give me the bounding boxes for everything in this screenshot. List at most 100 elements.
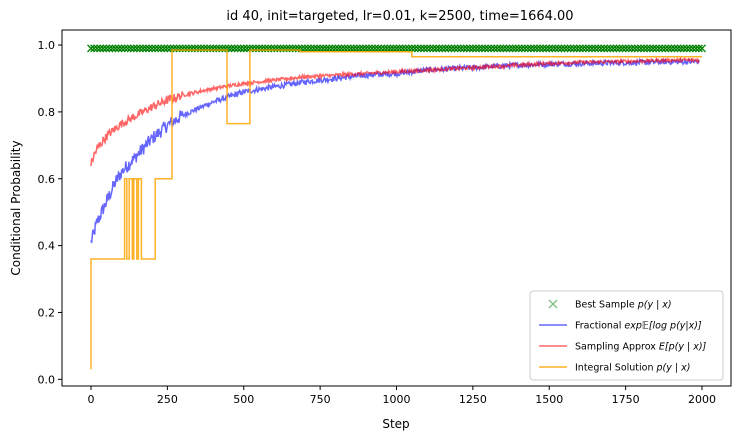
best-sample-marker <box>126 44 135 53</box>
best-sample-marker <box>456 44 465 53</box>
best-sample-marker <box>569 44 578 53</box>
best-sample-marker <box>398 44 407 53</box>
x-tick-label: 1500 <box>535 393 563 406</box>
best-sample-marker <box>612 44 621 53</box>
best-sample-marker <box>413 44 422 53</box>
best-sample-marker <box>618 44 627 53</box>
best-sample-marker <box>615 44 624 53</box>
best-sample-marker <box>481 44 490 53</box>
best-sample-marker <box>386 44 395 53</box>
axes: 0 250 500 750 1000 1250 1500 1750 2000 0.0 0.2 0.4 0… <box>38 39 716 406</box>
best-sample-marker <box>646 44 655 53</box>
best-sample-marker <box>462 44 471 53</box>
best-sample-marker <box>572 44 581 53</box>
best-sample-marker <box>160 44 169 53</box>
series-integral-solution-line <box>90 49 702 370</box>
best-sample-marker <box>383 44 392 53</box>
y-axis-label: Conditional Probability <box>9 140 23 275</box>
best-sample-marker <box>96 44 105 53</box>
best-sample-marker <box>102 44 111 53</box>
best-sample-marker <box>517 44 526 53</box>
best-sample-marker <box>548 44 557 53</box>
y-tick-label: 0.0 <box>38 373 56 386</box>
legend-label: Fractional exp𝔼[log p(y|x)] <box>575 321 702 332</box>
best-sample-marker <box>90 44 99 53</box>
best-sample-marker <box>145 44 154 53</box>
x-tick-label: 1750 <box>612 393 640 406</box>
best-sample-marker <box>685 44 694 53</box>
best-sample-marker <box>148 44 157 53</box>
best-sample-marker <box>633 44 642 53</box>
y-tick-label: 0.4 <box>38 240 56 253</box>
best-sample-marker <box>600 44 609 53</box>
best-sample-marker <box>331 44 340 53</box>
best-sample-marker <box>566 44 575 53</box>
best-sample-marker <box>475 44 483 53</box>
best-sample-marker <box>673 44 682 53</box>
y-tick-label: 0.6 <box>38 173 56 186</box>
best-sample-marker <box>374 44 383 53</box>
best-sample-marker <box>661 44 670 53</box>
best-sample-marker <box>355 44 364 53</box>
best-sample-marker <box>557 44 566 53</box>
best-sample-marker <box>526 44 535 53</box>
best-sample-marker <box>502 44 511 53</box>
best-sample-marker <box>380 44 389 53</box>
legend-box <box>529 290 724 381</box>
best-sample-marker <box>114 44 123 53</box>
best-sample-marker <box>624 44 633 53</box>
best-sample-marker <box>520 44 529 53</box>
best-sample-marker <box>545 44 554 53</box>
y-tick-label: 0.2 <box>38 306 56 319</box>
best-sample-marker <box>108 44 117 53</box>
best-sample-marker <box>664 44 673 53</box>
best-sample-marker <box>105 44 114 53</box>
best-sample-marker <box>316 44 325 53</box>
x-axis-label: Step <box>382 417 409 431</box>
x-tick-label: 250 <box>157 393 178 406</box>
best-sample-marker <box>639 44 648 53</box>
best-sample-marker <box>505 44 514 53</box>
best-sample-marker <box>395 44 404 53</box>
best-sample-marker <box>490 44 499 53</box>
best-sample-marker <box>343 44 352 53</box>
best-sample-marker <box>563 44 572 53</box>
x-tick-label: 0 <box>88 393 95 406</box>
best-sample-marker <box>536 44 545 53</box>
best-sample-marker <box>691 44 700 53</box>
best-sample-marker <box>682 44 691 53</box>
best-sample-marker <box>533 44 541 53</box>
legend-label: Sampling Approx E[p(y | x)] <box>575 342 707 353</box>
best-sample-marker <box>142 44 150 53</box>
best-sample-marker <box>322 44 331 53</box>
best-sample-marker <box>416 44 425 53</box>
best-sample-marker <box>227 44 236 53</box>
best-sample-marker <box>334 44 343 53</box>
best-sample-marker <box>676 44 685 53</box>
best-sample-marker <box>111 44 120 53</box>
best-sample-marker <box>99 44 108 53</box>
x-tick-label: 2000 <box>688 393 716 406</box>
best-sample-marker <box>129 44 138 53</box>
best-sample-marker <box>539 44 548 53</box>
best-sample-marker <box>371 44 380 53</box>
best-sample-marker <box>465 44 474 53</box>
best-sample-marker <box>584 44 593 53</box>
best-sample-marker <box>493 44 502 53</box>
best-sample-marker <box>307 44 315 53</box>
best-sample-marker <box>423 44 432 53</box>
best-sample-marker <box>325 44 334 53</box>
best-sample-marker <box>368 44 377 53</box>
best-sample-marker <box>487 44 496 53</box>
best-sample-marker <box>441 44 450 53</box>
best-sample-marker <box>471 44 480 53</box>
best-sample-marker <box>138 44 147 53</box>
best-sample-marker <box>649 44 658 53</box>
best-sample-marker <box>591 44 600 53</box>
x-tick-label: 1000 <box>383 393 411 406</box>
best-sample-marker <box>319 44 328 53</box>
best-sample-marker <box>154 44 163 53</box>
best-sample-marker <box>163 44 172 53</box>
best-sample-marker <box>401 44 410 53</box>
